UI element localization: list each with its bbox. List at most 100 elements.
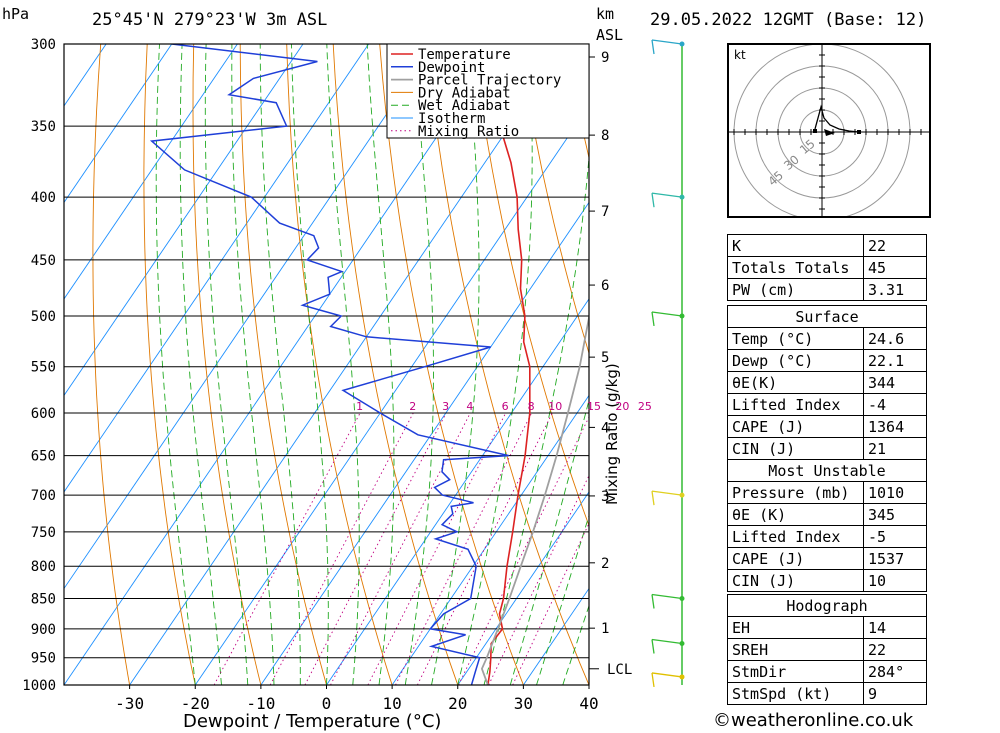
- isotherm-line: [64, 44, 501, 685]
- wind-barb: [651, 593, 683, 600]
- table-row: EH 14: [727, 616, 927, 639]
- pressure-tick-label: 400: [31, 190, 56, 206]
- pressure-tick-label: 550: [31, 360, 56, 376]
- hodograph-unit: kt: [734, 48, 746, 62]
- isotherm-line: [523, 587, 589, 685]
- mixing-ratio-line: [395, 412, 533, 685]
- altitude-tick-label: 2: [601, 556, 609, 572]
- temperature-tick-label: -30: [115, 694, 144, 713]
- isotherm-line: [129, 44, 566, 685]
- mixing-ratio-line: [304, 412, 447, 685]
- temperature-tick-label: 0: [322, 694, 332, 713]
- legend-entry: Dewpoint: [418, 60, 485, 76]
- pressure-tick-label: 1000: [22, 678, 56, 694]
- pressure-tick-label: 750: [31, 525, 56, 541]
- temperature-tick-label: -20: [181, 694, 210, 713]
- mixing-ratio-axis-label: Mixing Ratio (g/kg): [603, 363, 621, 505]
- pressure-tick-label: 900: [31, 622, 56, 638]
- wet-adiabat-line: [536, 514, 589, 685]
- table-row: Temp (°C) 24.6: [727, 327, 927, 350]
- legend-entry: Mixing Ratio: [418, 124, 519, 140]
- wind-barb: [651, 638, 683, 645]
- dewpoint-profile: [149, 44, 509, 685]
- mixing-ratio-label: 6: [502, 400, 509, 413]
- table-row: Lifted Index -4: [727, 393, 927, 416]
- temperature-tick-label: 10: [382, 694, 401, 713]
- pressure-tick-label: 350: [31, 119, 56, 135]
- dry-adiabat-line: [612, 44, 720, 685]
- mixing-ratio-label: 10: [548, 400, 562, 413]
- mixing-ratio-line: [488, 474, 589, 685]
- dry-adiabat-line: [192, 44, 262, 685]
- skew-t-diagram: 1 2 3 4 6 8 10 15 20 2530035040045050055060065070…: [22, 37, 720, 732]
- pressure-tick-label: 600: [31, 406, 56, 422]
- wind-barb: [651, 490, 683, 496]
- pressure-tick-label: 850: [31, 591, 56, 607]
- wind-barb: [651, 192, 683, 198]
- wind-barb: [651, 39, 683, 45]
- isotherm-line: [64, 44, 173, 204]
- wet-adiabat-line: [204, 44, 249, 685]
- table-row: K 22: [727, 234, 927, 257]
- copyright-link[interactable]: ©weatheronline.co.uk: [713, 710, 914, 731]
- isotherm-line: [326, 298, 589, 685]
- altitude-tick-label: 6: [601, 278, 609, 294]
- altitude-unit-label: km: [596, 5, 615, 23]
- most-unstable-title: Most Unstable: [727, 459, 927, 482]
- dry-adiabat-line: [659, 44, 720, 685]
- mixing-ratio-label: 3: [442, 400, 449, 413]
- legend-entry: Temperature: [418, 47, 511, 63]
- table-row: StmDir 284°: [727, 660, 927, 683]
- table-row: Dewp (°C) 22.1: [727, 349, 927, 372]
- mixing-ratio-label: 4: [466, 400, 473, 413]
- storm-motion-arrow: [824, 129, 835, 136]
- dry-adiabat-line: [518, 44, 589, 355]
- mixing-ratio-label: 15: [587, 400, 601, 413]
- temperature-tick-label: 40: [579, 694, 598, 713]
- pressure-tick-label: 450: [31, 253, 56, 269]
- most-unstable-table: Most Unstable Pressure (mb) 1010 θE (K) 34…: [727, 459, 927, 592]
- isotherm-line: [194, 105, 589, 685]
- surface-title: Surface: [727, 305, 927, 328]
- mixing-ratio-line: [367, 412, 507, 685]
- table-row: θE (K) 345: [727, 503, 927, 526]
- mixing-ratio-label: 20: [615, 400, 629, 413]
- pressure-unit-label: hPa: [2, 5, 30, 23]
- dry-adiabat-line: [705, 44, 720, 685]
- altitude-tick-label: 8: [601, 128, 609, 144]
- mixing-ratio-line: [512, 522, 589, 685]
- table-row: CIN (J) 21: [727, 437, 927, 460]
- altitude-tick-label: 5: [601, 350, 609, 366]
- legend-entry: Parcel Trajectory: [418, 73, 561, 89]
- isotherm-line: [64, 44, 435, 590]
- table-row: SREH 22: [727, 638, 927, 661]
- wet-adiabat-line: [179, 44, 222, 685]
- mixing-ratio-label: 2: [409, 400, 416, 413]
- mixing-ratio-label: 25: [638, 400, 652, 413]
- mixing-ratio-line: [330, 412, 471, 685]
- pressure-tick-label: 650: [31, 449, 56, 465]
- dry-adiabat-line: [332, 44, 459, 685]
- wet-adiabat-line: [259, 44, 301, 685]
- altitude-tick-label: 7: [601, 204, 609, 220]
- table-row: CAPE (J) 1537: [727, 547, 927, 570]
- dry-adiabat-line: [425, 44, 589, 685]
- table-row: Lifted Index -5: [727, 525, 927, 548]
- temperature-tick-label: -10: [246, 694, 275, 713]
- wet-adiabat-line: [155, 44, 196, 685]
- table-row: Pressure (mb) 1010: [727, 481, 927, 504]
- altitude-tick-label: 1: [601, 621, 609, 637]
- wet-adiabat-line: [562, 604, 589, 685]
- wet-adiabat-line: [404, 44, 434, 685]
- mixing-ratio-line: [416, 412, 553, 685]
- stability-indices-table: K 22 Totals Totals 45 PW (cm) 3.31: [727, 234, 927, 301]
- pressure-tick-label: 800: [31, 559, 56, 575]
- legend-entry: Wet Adiabat: [418, 98, 511, 114]
- table-row: PW (cm) 3.31: [727, 278, 927, 301]
- wet-adiabat-line: [326, 44, 360, 685]
- dry-adiabat-line: [286, 44, 393, 685]
- hodograph-trace: [814, 104, 860, 133]
- dry-adiabat-line: [92, 44, 131, 685]
